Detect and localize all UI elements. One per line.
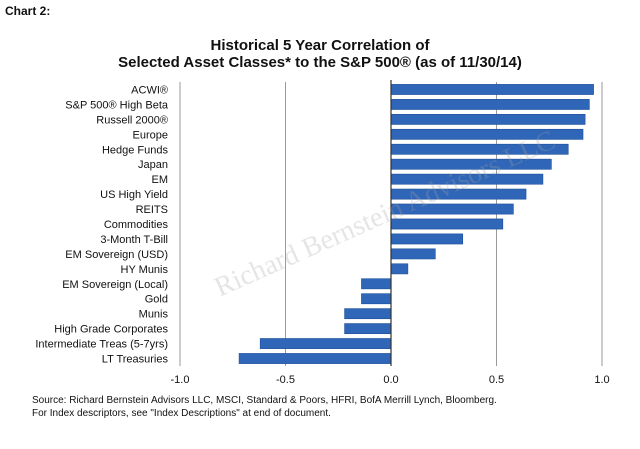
bar-4 — [390, 143, 569, 155]
bar-1 — [390, 99, 590, 110]
bar-2 — [390, 113, 586, 125]
x-tick-label-0: -1.0 — [171, 374, 190, 386]
bar-10 — [390, 233, 464, 245]
category-label-13: EM Sovereign (Local) — [62, 279, 168, 291]
category-label-2: Russell 2000® — [96, 114, 168, 126]
bar-15 — [344, 308, 392, 320]
category-label-10: 3-Month T-Bill — [100, 234, 168, 246]
bar-7 — [390, 188, 527, 200]
bar-9 — [390, 218, 504, 230]
bar-6 — [390, 173, 544, 185]
chart-label: Chart 2: — [5, 4, 51, 18]
bar-14 — [361, 293, 392, 305]
x-tick-label-2: 0.0 — [383, 374, 398, 386]
category-label-14: Gold — [145, 294, 168, 306]
category-label-5: Japan — [138, 159, 168, 171]
category-label-18: LT Treasuries — [102, 354, 169, 366]
category-label-4: Hedge Funds — [102, 144, 169, 156]
category-label-0: ACWI® — [131, 84, 168, 96]
category-label-15: Munis — [139, 309, 169, 321]
bar-11 — [390, 248, 436, 260]
bar-0 — [390, 84, 594, 95]
source-note: Source: Richard Bernstein Advisors LLC, … — [32, 394, 497, 420]
chart-title: Historical 5 Year Correlation of — [210, 37, 430, 54]
bar-12 — [390, 263, 409, 275]
category-label-16: High Grade Corporates — [54, 324, 168, 336]
bar-5 — [390, 158, 552, 170]
bar-18 — [238, 353, 392, 364]
bar-3 — [390, 128, 584, 140]
x-tick-label-1: -0.5 — [276, 374, 295, 386]
category-label-7: US High Yield — [100, 189, 168, 201]
source-line-1: Source: Richard Bernstein Advisors LLC, … — [32, 395, 497, 406]
source-line-2: For Index descriptors, see "Index Descri… — [32, 408, 331, 419]
category-label-6: EM — [152, 174, 169, 186]
category-label-11: EM Sovereign (USD) — [65, 249, 168, 261]
bar-8 — [390, 203, 514, 215]
category-label-1: S&P 500® High Beta — [65, 99, 169, 111]
category-label-17: Intermediate Treas (5-7yrs) — [35, 339, 168, 351]
category-label-9: Commodities — [104, 219, 169, 231]
bar-13 — [361, 278, 392, 290]
x-tick-label-4: 1.0 — [594, 374, 609, 386]
bar-17 — [259, 338, 392, 349]
category-label-12: HY Munis — [121, 264, 169, 276]
bar-16 — [344, 323, 392, 335]
chart-subtitle: Selected Asset Classes* to the S&P 500® … — [118, 54, 522, 71]
category-label-3: Europe — [133, 129, 168, 141]
category-label-8: REITS — [136, 204, 168, 216]
x-tick-label-3: 0.5 — [489, 374, 504, 386]
